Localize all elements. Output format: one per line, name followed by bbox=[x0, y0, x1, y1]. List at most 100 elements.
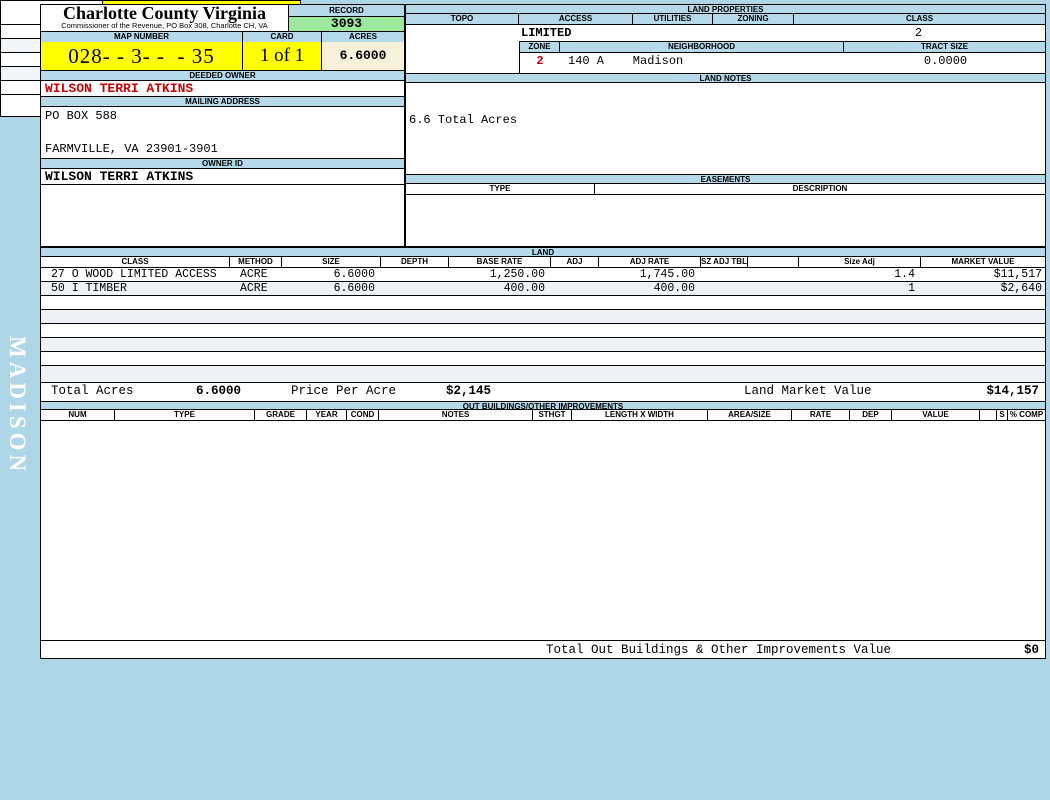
mailing-line1: PO BOX 588 bbox=[45, 109, 118, 123]
ob-col-area-size: AREA/SIZE bbox=[708, 410, 792, 421]
utilities-label: UTILITIES bbox=[633, 14, 713, 25]
price-per-acre-label: Price Per Acre bbox=[291, 384, 397, 398]
land-col-market-value: MARKET VALUE bbox=[921, 257, 1045, 268]
land-section: LAND CLASS METHOD SIZE DEPTH BASE RATE A… bbox=[40, 247, 1046, 659]
land-col-base-rate: BASE RATE bbox=[449, 257, 551, 268]
land-row-method: ACRE bbox=[240, 268, 268, 281]
deeded-owner-label: DEEDED OWNER bbox=[41, 71, 404, 81]
land-row-size-adj: 1.4 bbox=[894, 268, 915, 281]
land-properties-block: LAND PROPERTIES TOPO ACCESS UTILITIES ZO… bbox=[405, 4, 1046, 247]
land-row-sz-adj-tbl bbox=[701, 282, 748, 295]
ob-col-blank bbox=[980, 410, 997, 421]
tract-size-label: TRACT SIZE bbox=[844, 42, 1045, 53]
owner-block: Charlotte County Virginia Commissioner o… bbox=[40, 4, 405, 247]
land-notes-text: 6.6 Total Acres bbox=[409, 113, 518, 127]
land-notes-area: 6.6 Total Acres bbox=[406, 83, 1045, 174]
out-buildings-total-value: $0 bbox=[1023, 643, 1039, 657]
land-row-method: ACRE bbox=[240, 282, 268, 295]
land-col-method: METHOD bbox=[230, 257, 282, 268]
land-empty-row bbox=[41, 310, 1045, 324]
land-market-value-value: $14,157 bbox=[986, 384, 1039, 398]
class-label: CLASS bbox=[794, 14, 1045, 25]
land-row-sz-adj-tbl bbox=[701, 268, 748, 281]
land-properties-title: LAND PROPERTIES bbox=[406, 5, 1045, 14]
acres-value: 6.6000 bbox=[322, 42, 404, 70]
easements-area bbox=[406, 195, 1045, 250]
land-col-size: SIZE bbox=[282, 257, 381, 268]
land-table-row: 50 I TIMBER ACRE 6.6000 400.00 400.00 1 … bbox=[41, 282, 1045, 296]
ob-col-pct-comp: % COMP bbox=[1008, 410, 1045, 421]
county-title: Charlotte County Virginia bbox=[62, 5, 266, 23]
owner-id-label: OWNER ID bbox=[41, 159, 404, 169]
land-col-size-adj: Size Adj bbox=[799, 257, 921, 268]
ob-col-year: YEAR bbox=[307, 410, 347, 421]
ob-col-value: VALUE bbox=[892, 410, 980, 421]
land-row-blank bbox=[748, 268, 799, 281]
ob-col-s: S bbox=[997, 410, 1008, 421]
land-empty-row bbox=[41, 296, 1045, 310]
land-row-market-value: $11,517 bbox=[993, 268, 1042, 281]
land-row-market-value: $2,640 bbox=[1000, 282, 1042, 295]
ob-col-cond: COND bbox=[347, 410, 379, 421]
mailing-address: PO BOX 588 FARMVILLE, VA 23901-3901 bbox=[41, 107, 404, 159]
ob-col-type: TYPE bbox=[115, 410, 255, 421]
zone-subtable: ZONE NEIGHBORHOOD TRACT SIZE 2 140 A Mad… bbox=[519, 41, 1045, 73]
zone-label: ZONE bbox=[520, 42, 560, 53]
total-acres-value: 6.6000 bbox=[195, 384, 241, 398]
land-col-adj: ADJ bbox=[551, 257, 599, 268]
land-col-depth: DEPTH bbox=[381, 257, 449, 268]
class-value: 2 bbox=[914, 26, 923, 40]
commissioner-line: Commissioner of the Revenue, PO Box 308,… bbox=[61, 21, 268, 30]
out-buildings-total-label: Total Out Buildings & Other Improvements… bbox=[546, 643, 892, 657]
land-col-class: CLASS bbox=[41, 257, 230, 268]
land-row-adj-rate: 1,745.00 bbox=[639, 268, 695, 281]
ob-col-num: NUM bbox=[41, 410, 115, 421]
land-row-adj bbox=[551, 282, 599, 295]
land-empty-row bbox=[41, 338, 1045, 352]
access-value: LIMITED bbox=[521, 26, 572, 40]
district-side-label: MADISON bbox=[5, 336, 30, 476]
access-label: ACCESS bbox=[519, 14, 633, 25]
land-market-value-label: Land Market Value bbox=[744, 384, 872, 398]
ob-col-notes: NOTES bbox=[379, 410, 533, 421]
mailing-address-label: MAILING ADDRESS bbox=[41, 97, 404, 107]
deeded-owner-value: WILSON TERRI ATKINS bbox=[41, 81, 404, 97]
ob-col-length-width: LENGTH X WIDTH bbox=[572, 410, 708, 421]
ob-col-dep: DEP bbox=[850, 410, 892, 421]
neighborhood-label: NEIGHBORHOOD bbox=[560, 42, 844, 53]
land-col-adj-rate: ADJ RATE bbox=[599, 257, 701, 268]
land-col-blank bbox=[748, 257, 799, 268]
card-value: 1 of 1 bbox=[243, 42, 322, 70]
easement-description-label: DESCRIPTION bbox=[595, 184, 1045, 195]
record-value: 3093 bbox=[289, 17, 404, 31]
total-acres-label: Total Acres bbox=[51, 384, 134, 398]
tract-size-value: 0.0000 bbox=[923, 54, 968, 68]
zone-value: 2 bbox=[536, 54, 544, 68]
zoning-label: ZONING bbox=[713, 14, 794, 25]
land-row-adj bbox=[551, 268, 599, 281]
owner-id-value: WILSON TERRI ATKINS bbox=[41, 169, 404, 185]
land-row-depth bbox=[381, 282, 449, 295]
land-empty-row bbox=[41, 324, 1045, 338]
ob-col-rate: RATE bbox=[792, 410, 850, 421]
land-row-adj-rate: 400.00 bbox=[653, 282, 695, 295]
land-notes-title: LAND NOTES bbox=[406, 73, 1045, 83]
map-number-value: 028- - 3- - - 35 bbox=[41, 42, 243, 70]
neighborhood-value: 140 A Madison bbox=[568, 54, 684, 68]
land-row-depth bbox=[381, 268, 449, 281]
land-totals-row: Total Acres 6.6000 Price Per Acre $2,145… bbox=[41, 383, 1045, 401]
out-buildings-empty-area bbox=[41, 421, 1045, 640]
price-per-acre-value: $2,145 bbox=[446, 384, 492, 398]
easement-type-label: TYPE bbox=[406, 184, 595, 195]
land-row-blank bbox=[748, 282, 799, 295]
land-empty-row bbox=[41, 352, 1045, 366]
land-title: LAND bbox=[41, 248, 1045, 257]
out-buildings-total-row: Total Out Buildings & Other Improvements… bbox=[41, 640, 1045, 659]
land-row-base-rate: 400.00 bbox=[503, 282, 545, 295]
land-row-size: 6.6000 bbox=[333, 282, 375, 295]
easements-title: EASEMENTS bbox=[406, 174, 1045, 184]
county-header: Charlotte County Virginia Commissioner o… bbox=[41, 5, 289, 31]
land-empty-row bbox=[41, 366, 1045, 383]
record-label: RECORD bbox=[289, 5, 404, 17]
